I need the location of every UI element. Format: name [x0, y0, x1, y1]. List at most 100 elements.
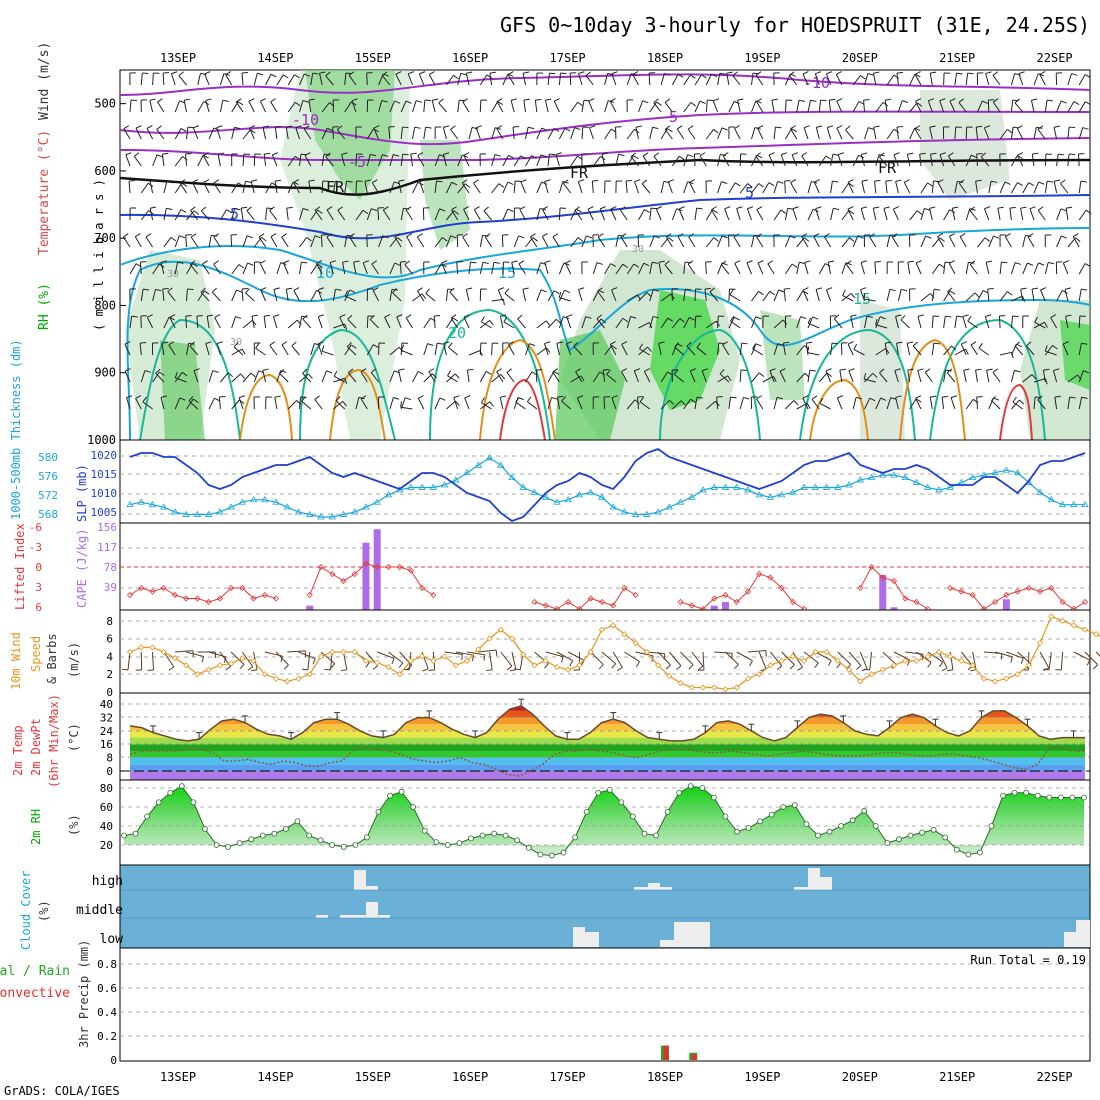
wind-barb-feather: [561, 656, 564, 663]
upper-barb-feather: [269, 341, 275, 346]
upper-barb-staff: [366, 208, 372, 221]
lifted-index-marker: [194, 595, 201, 602]
upper-barb-staff: [965, 73, 969, 86]
temperature-tick-label: 32: [100, 711, 113, 724]
upper-barb-staff: [896, 127, 899, 140]
rh-marker: [167, 789, 174, 796]
thickness-marker: [867, 473, 876, 481]
upper-barb-feather: [438, 98, 444, 104]
bottom-date-label: 20SEP: [842, 1070, 878, 1084]
upper-barb-staff: [850, 316, 854, 329]
upper-barb-staff: [893, 154, 899, 167]
upper-barb-staff: [400, 100, 407, 113]
wind-barb-feather: [506, 665, 513, 671]
wind-barb-staff: [275, 651, 289, 666]
upper-barb-feather: [286, 287, 293, 290]
wind-speed-marker: [992, 678, 999, 685]
upper-barb-staff: [717, 375, 729, 383]
upper-barb-staff: [597, 290, 606, 302]
upper-barb-feather: [405, 100, 412, 104]
precip-gridlines: [120, 963, 1090, 1037]
upper-barb-feather: [658, 260, 665, 263]
upper-barb-staff: [847, 343, 854, 356]
upper-barb-feather: [755, 152, 761, 157]
upper-barb-staff: [273, 289, 278, 302]
upper-barb-staff: [589, 127, 594, 140]
upper-barb-staff: [779, 371, 786, 383]
upper-barb-feather: [417, 371, 424, 375]
upper-barb-feather: [1017, 125, 1023, 129]
upper-barb-staff: [457, 73, 462, 86]
upper-barb-feather: [1063, 260, 1070, 264]
upper-barb-feather: [192, 398, 199, 403]
upper-barb-feather: [417, 152, 424, 157]
wind-barb-feather: [617, 666, 623, 671]
thickness-marker: [968, 473, 977, 481]
upper-barb-feather: [241, 348, 246, 355]
upper-barb-staff: [325, 75, 334, 86]
upper-barb-staff: [897, 289, 902, 302]
upper-barb-staff: [1067, 154, 1070, 167]
upper-barb-staff: [456, 261, 459, 275]
upper-barb-staff: [317, 289, 323, 302]
rh-marker: [780, 804, 787, 810]
upper-barb-feather: [219, 396, 226, 398]
upper-barb-staff: [852, 235, 859, 248]
upper-barb-feather: [283, 260, 290, 264]
upper-barb-staff: [146, 317, 154, 329]
upper-barb-staff: [185, 153, 187, 167]
wind-barb-feather: [1093, 664, 1099, 670]
upper-barb-feather: [937, 233, 943, 238]
upper-barb-feather: [193, 125, 200, 129]
upper-barb-staff: [983, 208, 990, 221]
wind-barb-feather: [201, 656, 205, 663]
upper-barb-staff: [434, 237, 443, 248]
upper-barb-feather: [1073, 101, 1080, 106]
upper-barb-staff: [585, 75, 594, 86]
wind-speed-markers: [126, 613, 1100, 693]
upper-barb-staff: [573, 346, 583, 356]
rh-marker: [849, 817, 856, 824]
upper-barb-staff: [687, 263, 696, 275]
upper-barb-feather: [712, 209, 718, 214]
thickness-marker: [643, 510, 651, 517]
upper-barb-feather: [484, 233, 491, 238]
upper-barb-feather: [517, 314, 523, 320]
wind-speed-marker: [542, 657, 549, 664]
rh-marker: [387, 792, 393, 799]
upper-barb-staff: [520, 181, 526, 194]
wind-barb-feather: [340, 669, 347, 672]
contour-label: -5: [660, 108, 678, 126]
wind-barb-staff: [770, 651, 783, 667]
upper-barb-feather: [639, 396, 645, 403]
wind-barb-staff: [668, 651, 682, 667]
thickness-marker: [171, 508, 179, 515]
upper-barb-feather: [790, 179, 797, 184]
upper-barb-feather: [668, 237, 674, 242]
upper-barb-staff: [660, 73, 665, 86]
upper-barb-staff: [371, 263, 380, 275]
upper-barb-staff: [1044, 262, 1049, 275]
upper-barb-staff: [769, 370, 775, 383]
upper-barb-staff: [818, 100, 822, 113]
upper-barb-staff: [557, 397, 560, 410]
upper-barb-feather: [237, 101, 244, 106]
upper-barb-staff: [649, 101, 657, 113]
rh-marker: [1069, 794, 1076, 801]
upper-barb-feather: [847, 206, 854, 210]
upper-barb-feather: [286, 125, 293, 128]
thickness-marker: [541, 493, 550, 500]
upper-barb-feather: [639, 343, 643, 350]
upper-barb-staff: [1065, 208, 1069, 221]
upper-barb-staff: [321, 127, 328, 140]
pressure-tick-label: 900: [94, 366, 116, 380]
upper-barb-staff: [491, 101, 499, 113]
upper-barb-feather: [956, 315, 963, 318]
temp-ylabel-3: (6hr Min/Max): [47, 694, 61, 788]
upper-barb-staff: [301, 400, 312, 410]
upper-barb-staff: [462, 101, 470, 113]
upper-barb-feather: [985, 314, 992, 318]
upper-barb-feather: [802, 287, 809, 291]
upper-barb-feather: [301, 261, 308, 264]
